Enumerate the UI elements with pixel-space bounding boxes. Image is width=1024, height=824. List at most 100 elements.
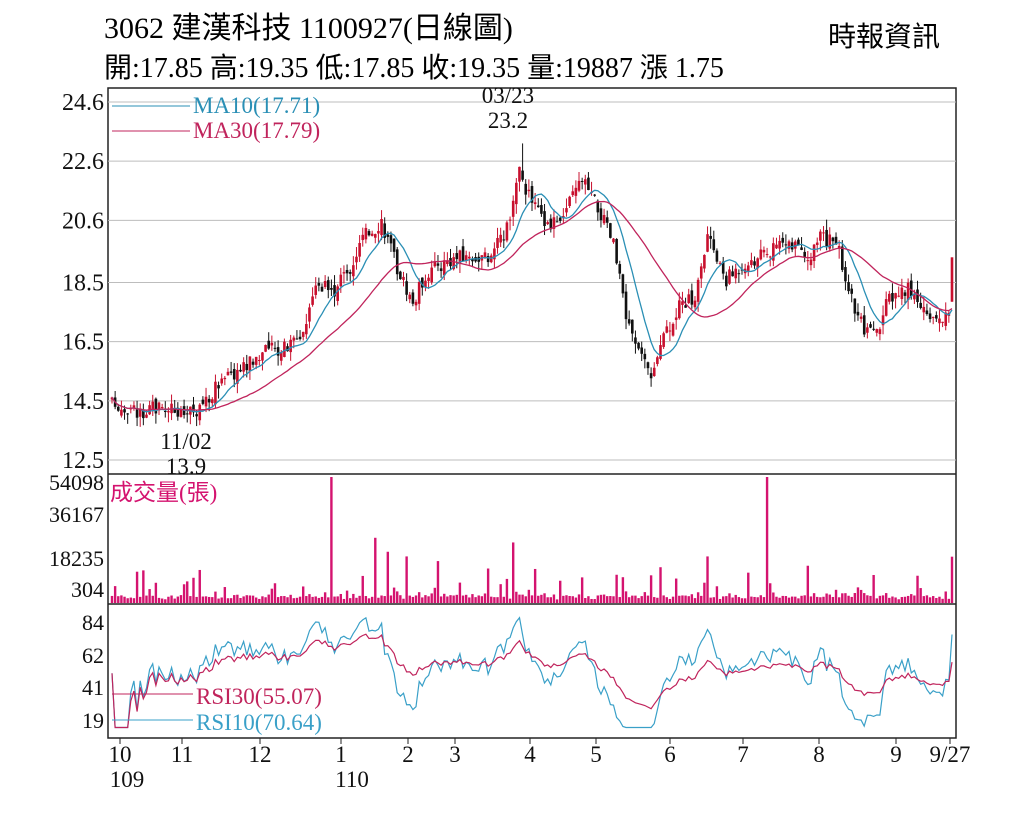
candle-body <box>207 398 211 403</box>
volume-bar <box>254 597 258 603</box>
candle-body <box>558 217 562 221</box>
volume-bar <box>358 595 361 603</box>
candle-body <box>935 315 938 319</box>
axis-labels: 24.6 22.6 20.6 18.5 16.5 14.5 12.5 MA10(17.71)M… <box>49 83 970 792</box>
candle-body <box>894 293 897 299</box>
candle-body <box>609 223 612 238</box>
candle-body <box>731 271 734 277</box>
candle-body <box>342 272 346 274</box>
volume-bar <box>154 582 158 603</box>
candle-body <box>405 281 408 295</box>
candle-body <box>875 329 879 333</box>
candle-body <box>154 398 158 414</box>
candle-body <box>339 274 343 287</box>
volume-bar <box>637 598 640 603</box>
volume-bar <box>439 596 443 603</box>
candle-body <box>925 310 929 315</box>
volume-bar <box>590 598 593 603</box>
candle-body <box>903 292 907 296</box>
volume-bar <box>333 596 336 603</box>
candle-body <box>289 339 292 353</box>
volume-bar <box>292 598 295 603</box>
candle-body <box>439 268 443 272</box>
candle-body <box>135 408 139 418</box>
candle-body <box>533 202 537 205</box>
volume-bar <box>649 575 653 603</box>
low-date-label: 11/02 <box>160 429 212 454</box>
candle-body <box>737 273 741 275</box>
candle-body <box>392 238 396 252</box>
candle-body <box>571 191 575 196</box>
volume-bar <box>728 593 731 603</box>
volume-bar <box>320 596 324 603</box>
volume-bar <box>903 596 907 603</box>
candle-body <box>612 238 615 243</box>
volume-bar <box>834 589 838 603</box>
candle-body <box>756 258 759 269</box>
volume-bar <box>298 596 302 603</box>
candle-body <box>301 331 305 337</box>
month-label: 1 <box>335 742 347 767</box>
volume-bar <box>913 595 916 603</box>
candle-body <box>220 378 224 384</box>
volume-bar <box>571 596 574 603</box>
candle-body <box>668 330 672 332</box>
candle-body <box>822 232 825 234</box>
candle-body <box>430 267 434 283</box>
volume-bar <box>336 596 339 603</box>
volume-tick-label: 18235 <box>49 546 104 571</box>
volume-bar <box>157 597 161 603</box>
volume-bar <box>584 598 587 603</box>
candle-body <box>364 227 368 240</box>
candle-body <box>251 361 255 365</box>
candle-body <box>681 301 684 305</box>
source-label: 時報資訊 <box>828 21 940 53</box>
candle-body <box>298 336 302 340</box>
volume-bar <box>132 598 136 603</box>
candle-body <box>615 238 618 264</box>
candle-body <box>254 356 258 365</box>
high-date-label: 03/23 <box>482 83 534 108</box>
volume-bars <box>110 477 954 603</box>
candle-body <box>380 219 383 236</box>
volume-bar <box>822 596 825 603</box>
candle-body <box>678 300 681 319</box>
volume-bar <box>841 593 844 603</box>
volume-bar <box>709 597 712 603</box>
candle-body <box>411 292 415 304</box>
volume-bar <box>201 596 205 603</box>
candle-body <box>195 414 198 417</box>
volume-bar <box>562 595 565 603</box>
volume-tick-label: 54098 <box>49 470 104 495</box>
candle-body <box>706 234 709 252</box>
candle-body <box>333 285 336 297</box>
volume-bar <box>443 593 446 603</box>
candle-body <box>718 262 722 264</box>
volume-bar <box>198 569 201 603</box>
candle-body <box>797 239 800 246</box>
month-label: 9/27 <box>930 742 971 767</box>
candle-body <box>605 217 609 223</box>
candle-body <box>336 286 339 301</box>
candle-body <box>173 408 176 413</box>
month-label: 12 <box>249 742 272 767</box>
candle-body <box>646 362 650 369</box>
volume-label: 成交量(張) <box>110 480 217 505</box>
candle-body <box>458 250 462 263</box>
candle-body <box>399 271 402 280</box>
volume-bar <box>167 596 170 603</box>
volume-bar <box>715 586 719 603</box>
candle-body <box>317 283 321 286</box>
volume-bar <box>474 597 477 603</box>
candle-body <box>725 275 728 287</box>
candle-body <box>913 293 916 300</box>
volume-bar <box>170 595 173 603</box>
volume-bar <box>389 595 393 603</box>
volume-bar <box>759 595 763 603</box>
volume-bar <box>496 597 499 603</box>
candle-body <box>746 265 750 271</box>
candle-body <box>248 356 252 372</box>
volume-bar <box>449 595 452 603</box>
candle-body <box>386 234 390 237</box>
volume-bar <box>769 583 772 603</box>
